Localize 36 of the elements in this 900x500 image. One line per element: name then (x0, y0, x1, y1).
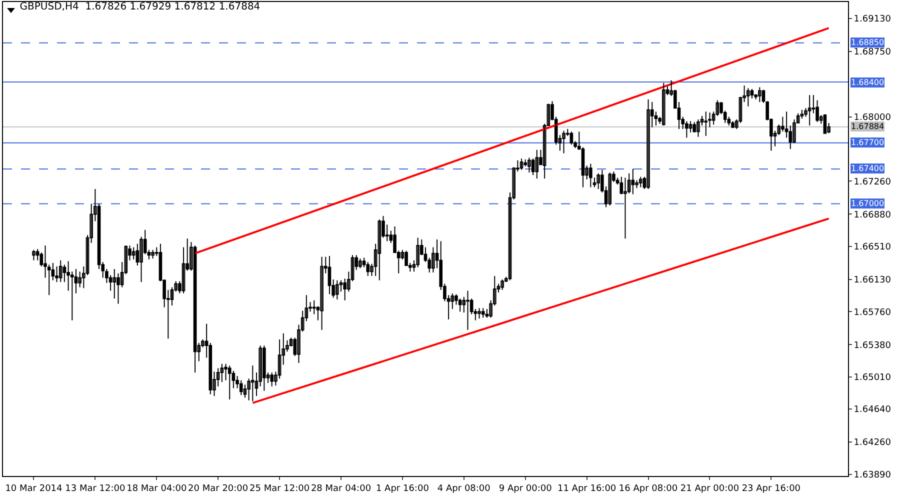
x-tick-label: 23 Apr 16:00 (742, 484, 801, 494)
y-tick-label: 1.68750 (854, 48, 892, 58)
ref-line-label: 1.67700 (851, 138, 884, 147)
x-tick-label: 20 Mar 20:00 (188, 484, 248, 494)
x-tick-label: 11 Apr 16:00 (557, 484, 616, 494)
x-tick-label: 9 Apr 00:00 (498, 484, 552, 494)
x-tick-label: 25 Mar 12:00 (250, 484, 310, 494)
y-tick-label: 1.66510 (854, 242, 892, 253)
ref-line-label: 1.68400 (851, 78, 884, 87)
x-tick-label: 1 Apr 16:00 (376, 484, 430, 494)
y-tick-label: 1.65010 (854, 373, 892, 383)
x-tick-label: 10 Mar 2014 (5, 484, 63, 494)
chart-title: GBPUSD,H4 1.67826 1.67929 1.67812 1.67884 (20, 2, 260, 12)
y-tick-label: 1.64640 (854, 405, 892, 416)
ref-line-label: 1.67000 (851, 199, 884, 208)
ref-line-label: 1.67400 (851, 164, 884, 173)
y-tick-label: 1.64260 (854, 438, 892, 448)
x-tick-label: 21 Apr 00:00 (680, 484, 740, 494)
x-tick-label: 13 Mar 12:00 (65, 484, 126, 494)
candlestick (624, 177, 627, 240)
y-tick-label: 1.67260 (854, 177, 892, 188)
ref-line-label: 1.67884 (851, 122, 884, 131)
x-tick-label: 4 Apr 08:00 (437, 484, 491, 494)
x-tick-label: 28 Mar 04:00 (310, 484, 372, 494)
candlestick (478, 308, 481, 320)
ref-line-label: 1.68850 (851, 38, 884, 47)
candlestick (704, 111, 708, 136)
y-tick-label: 1.69130 (854, 14, 892, 25)
y-tick-label: 1.66880 (854, 210, 892, 220)
y-tick-label: 1.65760 (854, 308, 892, 318)
x-tick-label: 18 Mar 04:00 (126, 484, 187, 494)
y-tick-label: 1.63890 (854, 470, 892, 480)
y-tick-label: 1.66130 (854, 276, 892, 286)
x-tick-label: 16 Apr 08:00 (618, 484, 678, 494)
y-tick-label: 1.68000 (854, 112, 892, 123)
y-tick-label: 1.65380 (854, 340, 892, 351)
